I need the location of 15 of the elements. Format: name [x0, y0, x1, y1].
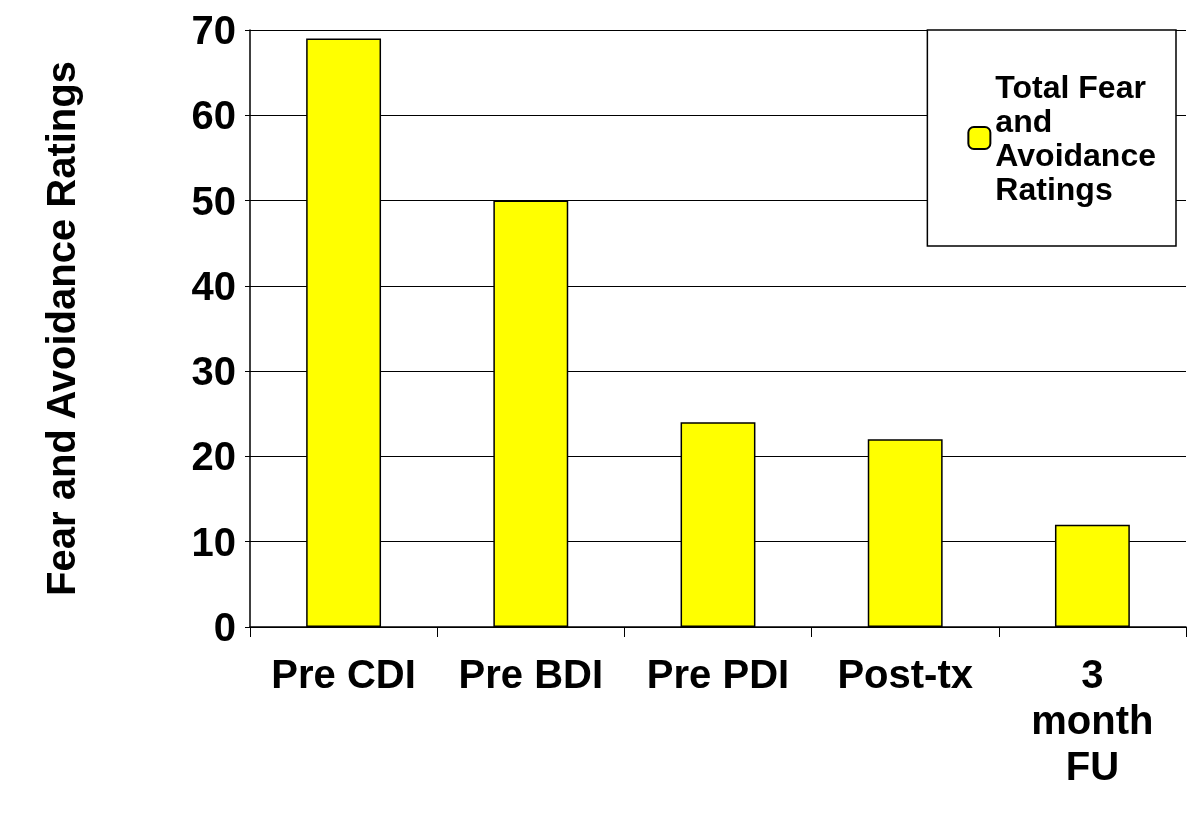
y-tick-label: 70 — [191, 8, 236, 52]
legend-label: Total Fear and Avoidance Ratings — [995, 69, 1156, 207]
y-tick-label: 40 — [191, 263, 236, 308]
y-tick-label: 0 — [213, 605, 236, 649]
y-tick-label: 60 — [191, 93, 236, 138]
x-tick-label: Pre CDI — [271, 652, 416, 696]
y-tick-label: 30 — [191, 349, 236, 394]
x-tick-label: 3 month FU — [1031, 652, 1154, 788]
y-tick-label: 10 — [191, 519, 236, 564]
y-tick-label: 50 — [191, 178, 236, 223]
x-tick-label: Post-tx — [837, 652, 973, 696]
x-tick-label: Pre BDI — [458, 652, 604, 696]
y-axis-title: Fear and Avoidance Ratings — [39, 61, 83, 596]
x-tick-label: Pre PDI — [646, 652, 790, 696]
y-tick-label: 20 — [191, 434, 236, 479]
